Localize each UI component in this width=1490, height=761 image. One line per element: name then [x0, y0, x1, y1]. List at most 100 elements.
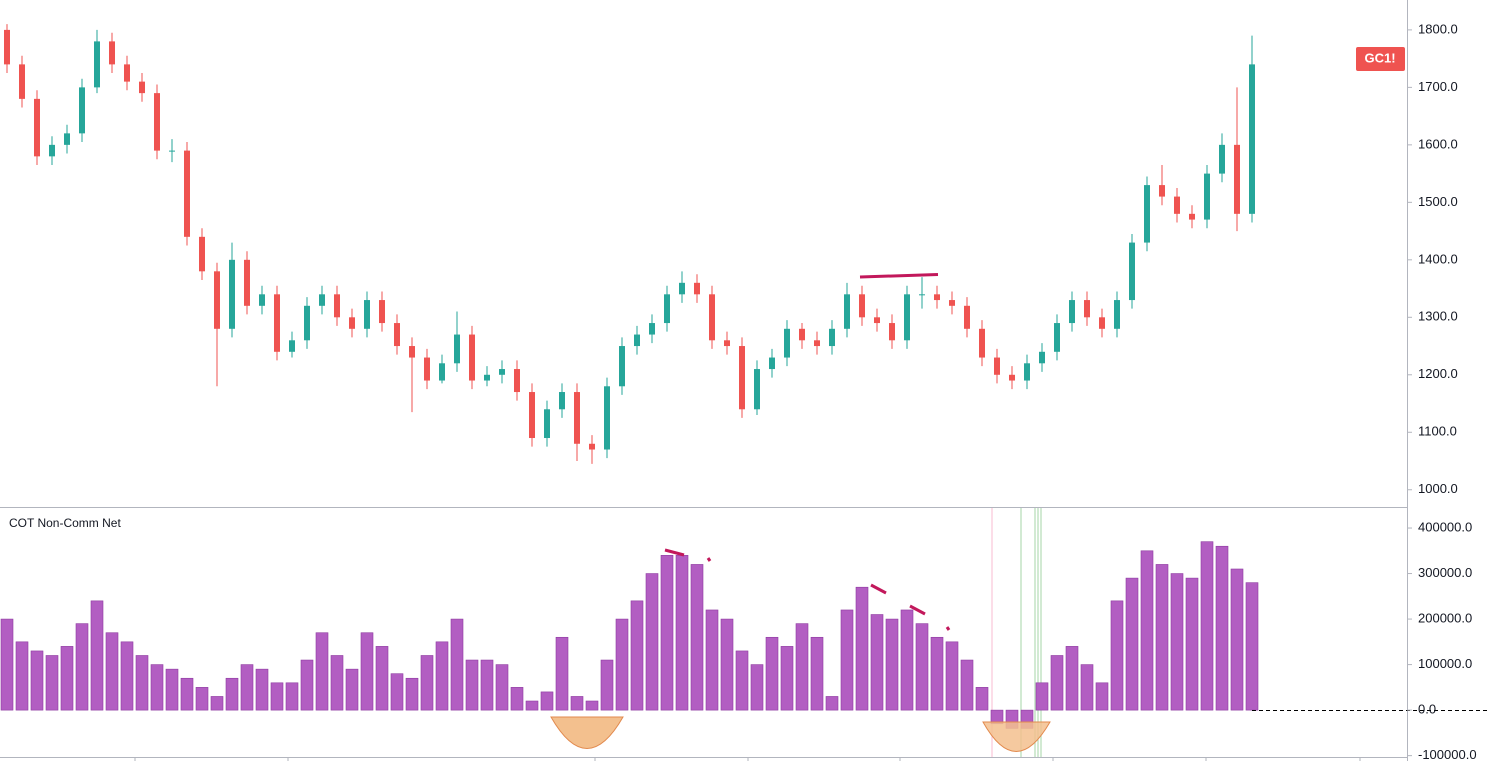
y-tick-label: 1600.0: [1418, 136, 1458, 151]
candle-body: [229, 259, 235, 329]
bar: [1155, 564, 1169, 711]
candle-body: [904, 294, 910, 341]
symbol-badge: [1356, 47, 1405, 71]
bar: [660, 555, 674, 711]
bar: [1110, 600, 1124, 711]
candle-body: [784, 328, 790, 358]
bar: [225, 677, 239, 711]
bar: [465, 659, 479, 711]
bar: [1125, 577, 1139, 711]
bar: [1185, 577, 1199, 711]
candle-body: [34, 98, 40, 157]
candle-body: [814, 340, 820, 347]
candle-body: [1024, 363, 1030, 381]
bar: [1095, 682, 1109, 711]
candle-body: [394, 323, 400, 347]
candle-body: [1054, 323, 1060, 352]
bar: [390, 673, 404, 711]
bar: [1200, 541, 1214, 711]
candle-body: [424, 357, 430, 381]
candle-body: [439, 363, 445, 381]
bar: [510, 687, 524, 711]
candle-body: [289, 340, 295, 352]
bar: [705, 609, 719, 711]
candle-body: [1219, 144, 1225, 174]
bar: [1140, 550, 1154, 711]
bar: [540, 691, 554, 711]
bar: [720, 618, 734, 711]
bar: [600, 659, 614, 711]
bar: [270, 682, 284, 711]
candle-body: [139, 81, 145, 94]
bar: [885, 618, 899, 711]
candle-body: [169, 150, 175, 152]
candle-body: [1084, 300, 1090, 318]
bar: [480, 659, 494, 711]
candle-body: [799, 328, 805, 341]
bar: [765, 636, 779, 711]
candle-body: [949, 300, 955, 306]
candle-body: [859, 294, 865, 318]
y-tick-label: 1400.0: [1418, 251, 1458, 266]
candle-body: [124, 64, 130, 82]
bar: [120, 641, 134, 711]
bar: [855, 586, 869, 711]
candle-body: [979, 328, 985, 358]
bar: [285, 682, 299, 711]
candle-body: [1144, 185, 1150, 243]
bar: [615, 618, 629, 711]
bar: [360, 632, 374, 711]
y-tick-label: 1500.0: [1418, 194, 1458, 209]
bar: [795, 623, 809, 711]
candle-body: [559, 392, 565, 410]
bar: [300, 659, 314, 711]
candle-body: [454, 334, 460, 364]
bar: [960, 659, 974, 711]
candle-body: [934, 294, 940, 301]
drawings: [550, 273, 1051, 752]
candle-body: [199, 236, 205, 272]
candle-body: [529, 392, 535, 439]
candle-body: [244, 259, 250, 306]
candle-body: [1099, 317, 1105, 329]
candle-body: [589, 443, 595, 450]
candle-body: [214, 271, 220, 329]
bar: [900, 609, 914, 711]
bar: [435, 641, 449, 711]
candle-body: [889, 323, 895, 341]
candle-body: [544, 409, 550, 439]
candle-body: [679, 282, 685, 295]
candle-body: [364, 300, 370, 329]
bar: [60, 646, 74, 711]
bar: [255, 668, 269, 711]
candle-body: [109, 41, 115, 65]
candle-body: [709, 294, 715, 341]
bar: [15, 641, 29, 711]
bar: [210, 696, 224, 711]
bar: [150, 664, 164, 711]
bar: [1215, 545, 1229, 711]
bar: [690, 564, 704, 711]
candle-body: [4, 29, 10, 65]
candle-body: [1039, 351, 1045, 364]
candle-body: [1114, 300, 1120, 329]
bar: [945, 641, 959, 711]
y-tick-label: 0.0: [1418, 702, 1436, 717]
bar: [630, 600, 644, 711]
candle-body: [874, 317, 880, 324]
bar: [1080, 664, 1094, 711]
bar: [450, 618, 464, 711]
candle-body: [409, 346, 415, 358]
bar: [750, 664, 764, 711]
y-tick-label: 1100.0: [1418, 424, 1457, 439]
candle-body: [184, 150, 190, 237]
bar: [180, 677, 194, 711]
bar: [30, 650, 44, 711]
candle-body: [649, 323, 655, 335]
candle-body: [994, 357, 1000, 375]
candle-body: [514, 369, 520, 393]
plot-area: [0, 24, 1259, 729]
bar: [1245, 582, 1259, 711]
